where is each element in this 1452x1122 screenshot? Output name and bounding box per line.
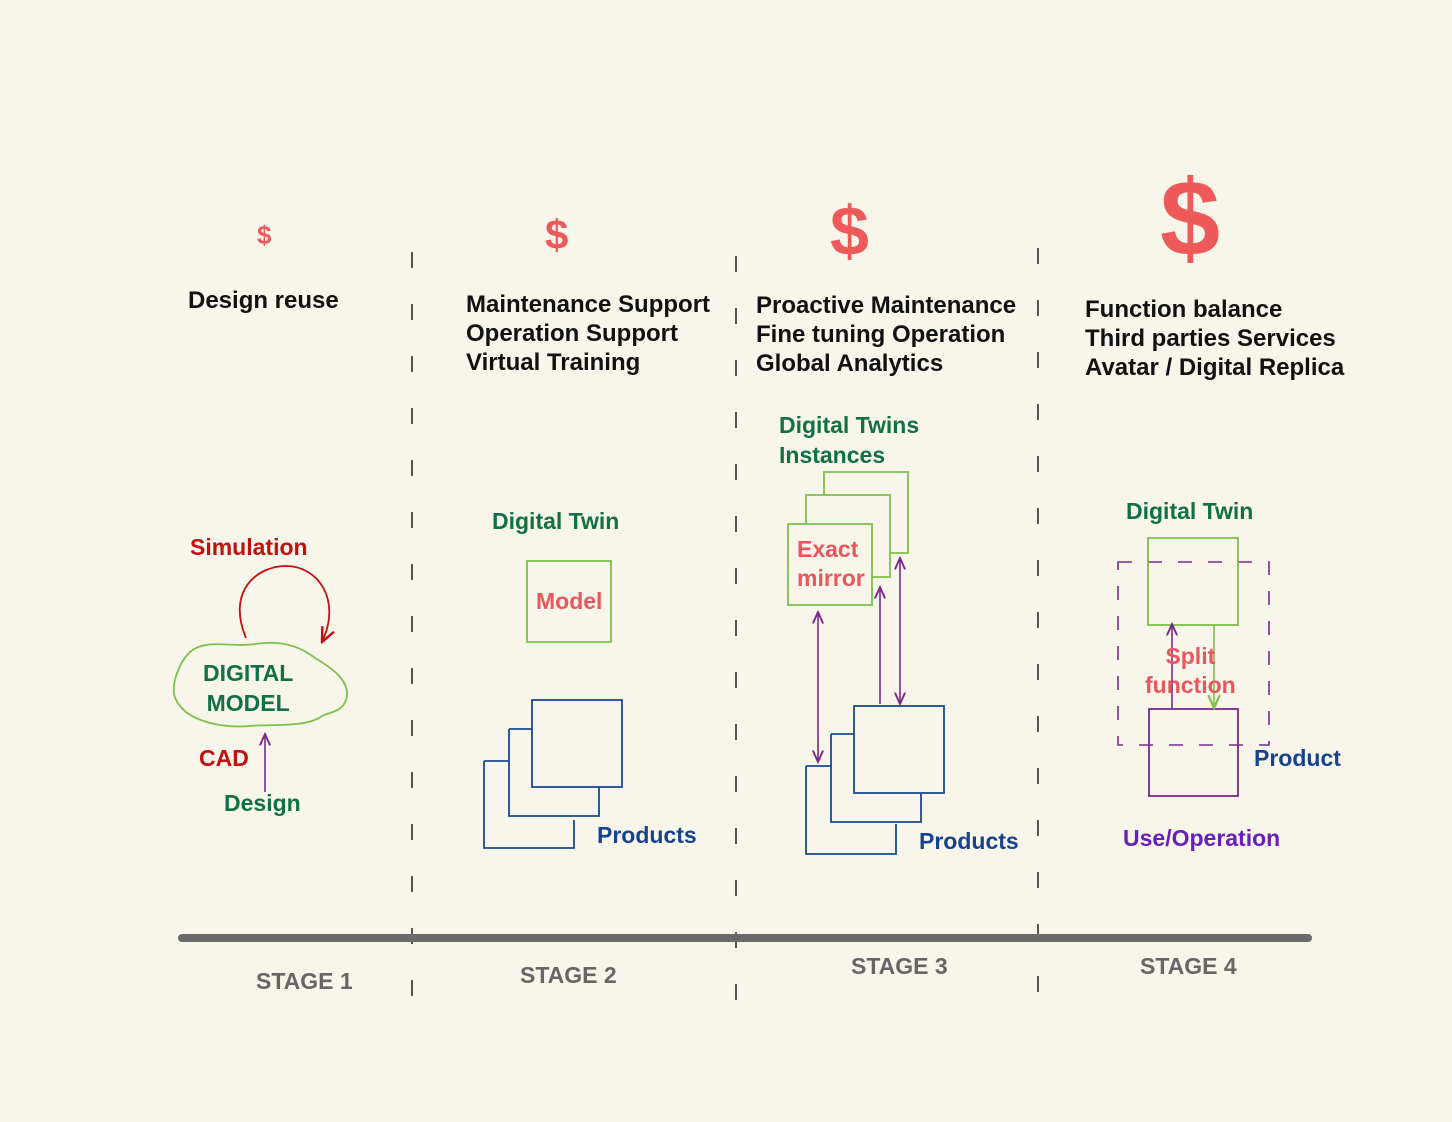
s4-digital-twin-label: Digital Twin (1126, 498, 1254, 524)
split-function-label: Split function (1145, 643, 1236, 698)
stage1-label: STAGE 1 (256, 968, 353, 994)
stage3-description: Proactive Maintenance Fine tuning Operat… (756, 292, 1017, 377)
product-box-back (483, 761, 575, 849)
model-box (526, 560, 612, 643)
stage4-description: Function balance Third parties Services … (1085, 296, 1345, 381)
stage3-cost-indicator: $ (830, 192, 869, 270)
digital-model-label: DIGITAL MODEL (203, 660, 294, 716)
stage4-cost-indicator: $ (1160, 157, 1221, 278)
design-label: Design (224, 790, 301, 816)
use-operation-label: Use/Operation (1123, 825, 1281, 851)
simulation-label: Simulation (190, 534, 308, 560)
exact-mirror-box (787, 523, 873, 606)
s3-products-label: Products (919, 828, 1019, 854)
s2-digital-twin-label: Digital Twin (492, 508, 620, 534)
s4-twin-box (1147, 537, 1239, 626)
s3-product-box-back (805, 766, 897, 855)
stage2-label: STAGE 2 (520, 962, 617, 988)
stage4-label: STAGE 4 (1140, 953, 1237, 979)
s3-product-box-front (853, 705, 945, 794)
s2-products-label: Products (597, 822, 697, 848)
s4-product-label: Product (1254, 745, 1341, 771)
s4-product-box (1148, 708, 1239, 797)
digital-model-cloud (172, 641, 348, 728)
cad-label: CAD (199, 745, 249, 771)
twin-instance-back (823, 471, 909, 554)
twin-instance-middle (805, 494, 891, 578)
stage1-description: Design reuse (188, 287, 339, 314)
stage3-label: STAGE 3 (851, 953, 948, 979)
product-box-front (531, 699, 623, 788)
stage2-description: Maintenance Support Operation Support Vi… (466, 291, 711, 376)
digital-twins-instances-label: Digital Twins Instances (779, 412, 920, 468)
stage2-cost-indicator: $ (545, 211, 569, 258)
simulation-loop-arrow (239, 565, 330, 642)
exact-mirror-label: Exact mirror (797, 536, 865, 591)
product-box-middle (508, 729, 600, 817)
model-label: Model (536, 588, 603, 614)
stage1-cost-indicator: $ (257, 220, 272, 250)
s3-product-box-middle (830, 734, 922, 823)
operation-dashed-boundary (1117, 561, 1270, 746)
